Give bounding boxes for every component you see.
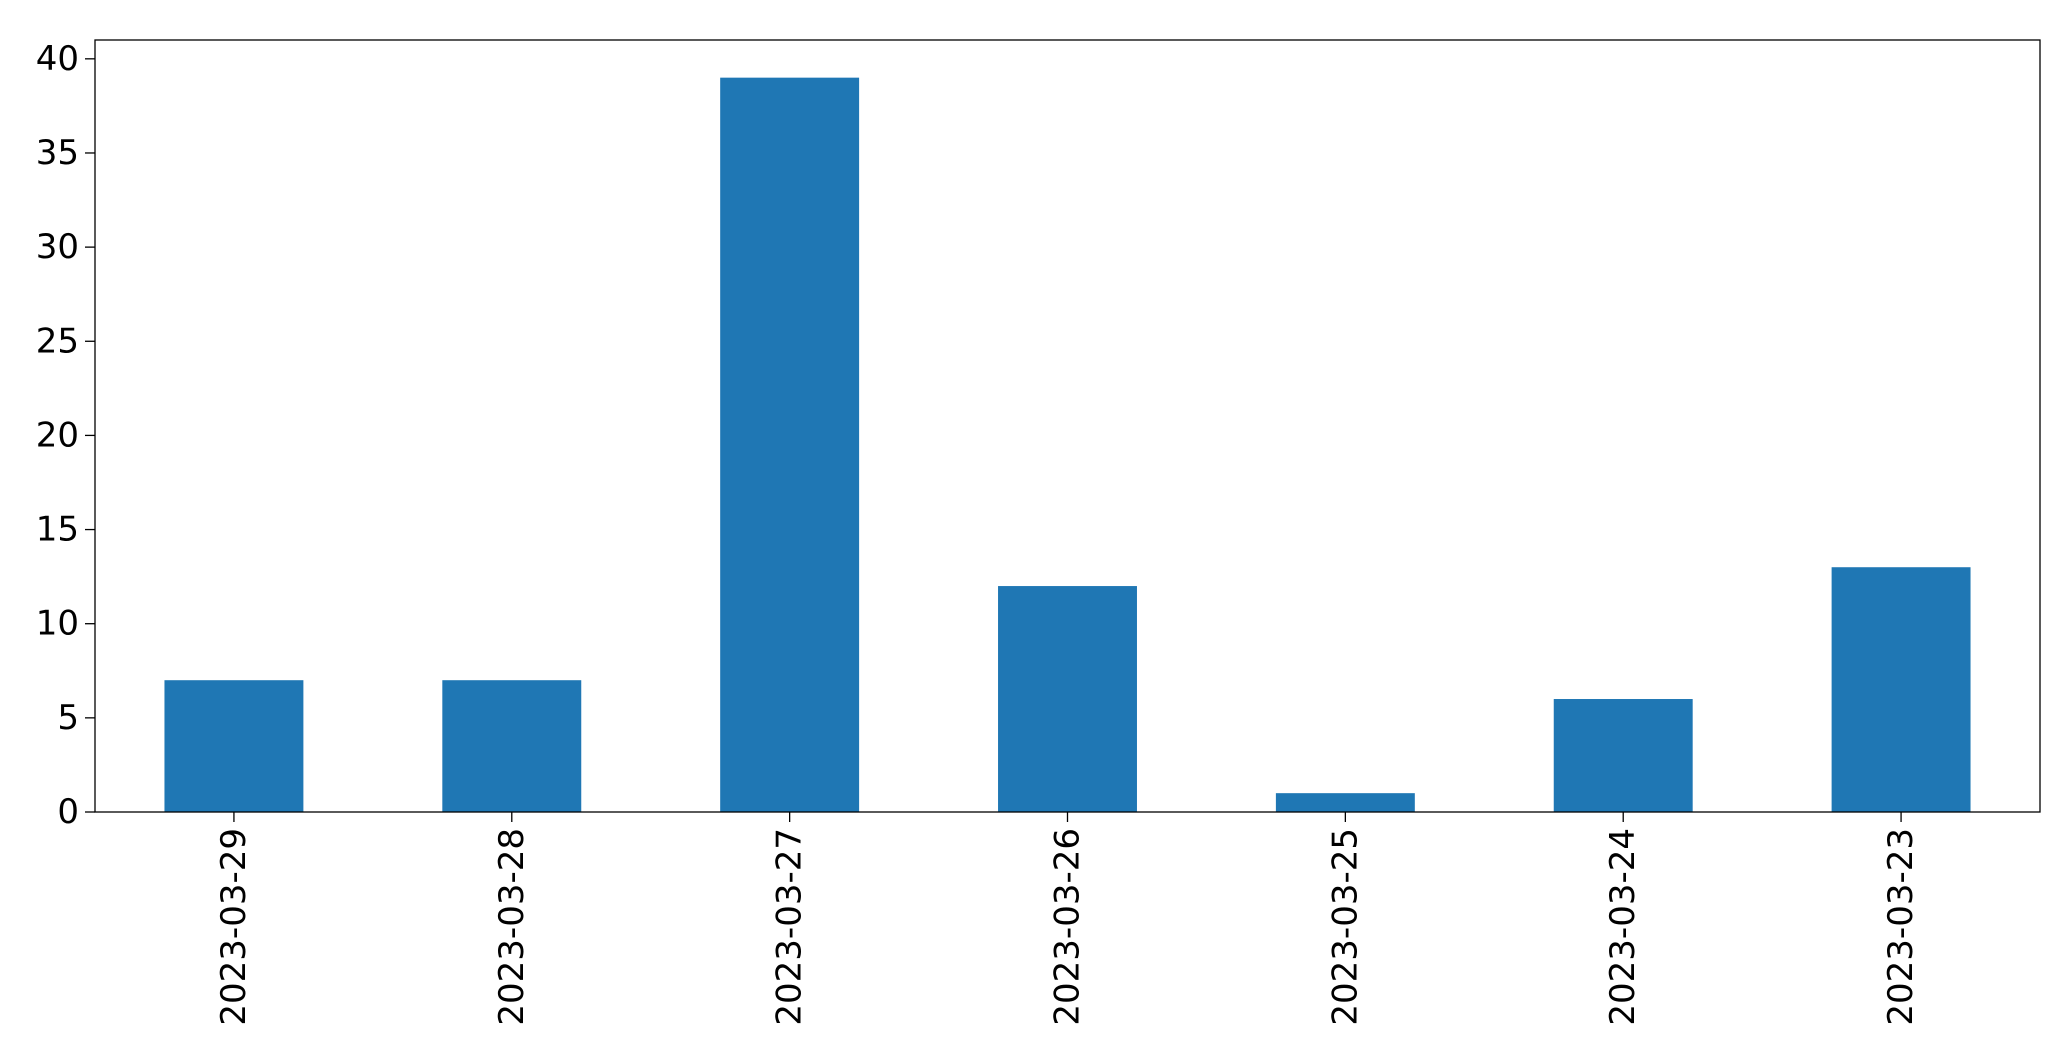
y-tick-label: 0 bbox=[57, 792, 79, 832]
x-tick-label: 2023-03-28 bbox=[492, 828, 532, 1026]
y-tick-label: 40 bbox=[36, 39, 79, 79]
x-axis: 2023-03-29 2023-03-28 2023-03-27 2023-03-26… bbox=[214, 812, 1921, 1026]
y-tick-label: 35 bbox=[36, 133, 79, 173]
x-tick-label: 2023-03-24 bbox=[1603, 828, 1643, 1026]
y-tick-label: 15 bbox=[36, 510, 79, 550]
bar-2023-03-25 bbox=[1275, 793, 1415, 812]
y-tick-label: 10 bbox=[36, 604, 79, 644]
x-tick-label: 2023-03-23 bbox=[1881, 828, 1921, 1026]
y-tick-label: 5 bbox=[57, 698, 79, 738]
y-axis: 0 5 10 15 20 25 30 35 40 bbox=[36, 39, 95, 832]
bars-layer bbox=[164, 77, 1971, 812]
x-tick-label: 2023-03-25 bbox=[1325, 828, 1365, 1026]
x-tick-label: 2023-03-29 bbox=[214, 828, 254, 1026]
bar-2023-03-27 bbox=[720, 77, 860, 812]
bar-2023-03-29 bbox=[164, 680, 304, 812]
y-tick-label: 30 bbox=[36, 227, 79, 267]
bar-2023-03-24 bbox=[1553, 699, 1693, 812]
bar-2023-03-26 bbox=[998, 586, 1137, 812]
y-tick-label: 20 bbox=[36, 415, 79, 455]
bar-2023-03-28 bbox=[442, 680, 582, 812]
x-tick-label: 2023-03-27 bbox=[770, 828, 810, 1026]
plot-frame bbox=[94, 39, 2041, 813]
x-tick-label: 2023-03-26 bbox=[1048, 828, 1088, 1026]
y-tick-label: 25 bbox=[36, 321, 79, 361]
bar-2023-03-23 bbox=[1831, 567, 1971, 812]
